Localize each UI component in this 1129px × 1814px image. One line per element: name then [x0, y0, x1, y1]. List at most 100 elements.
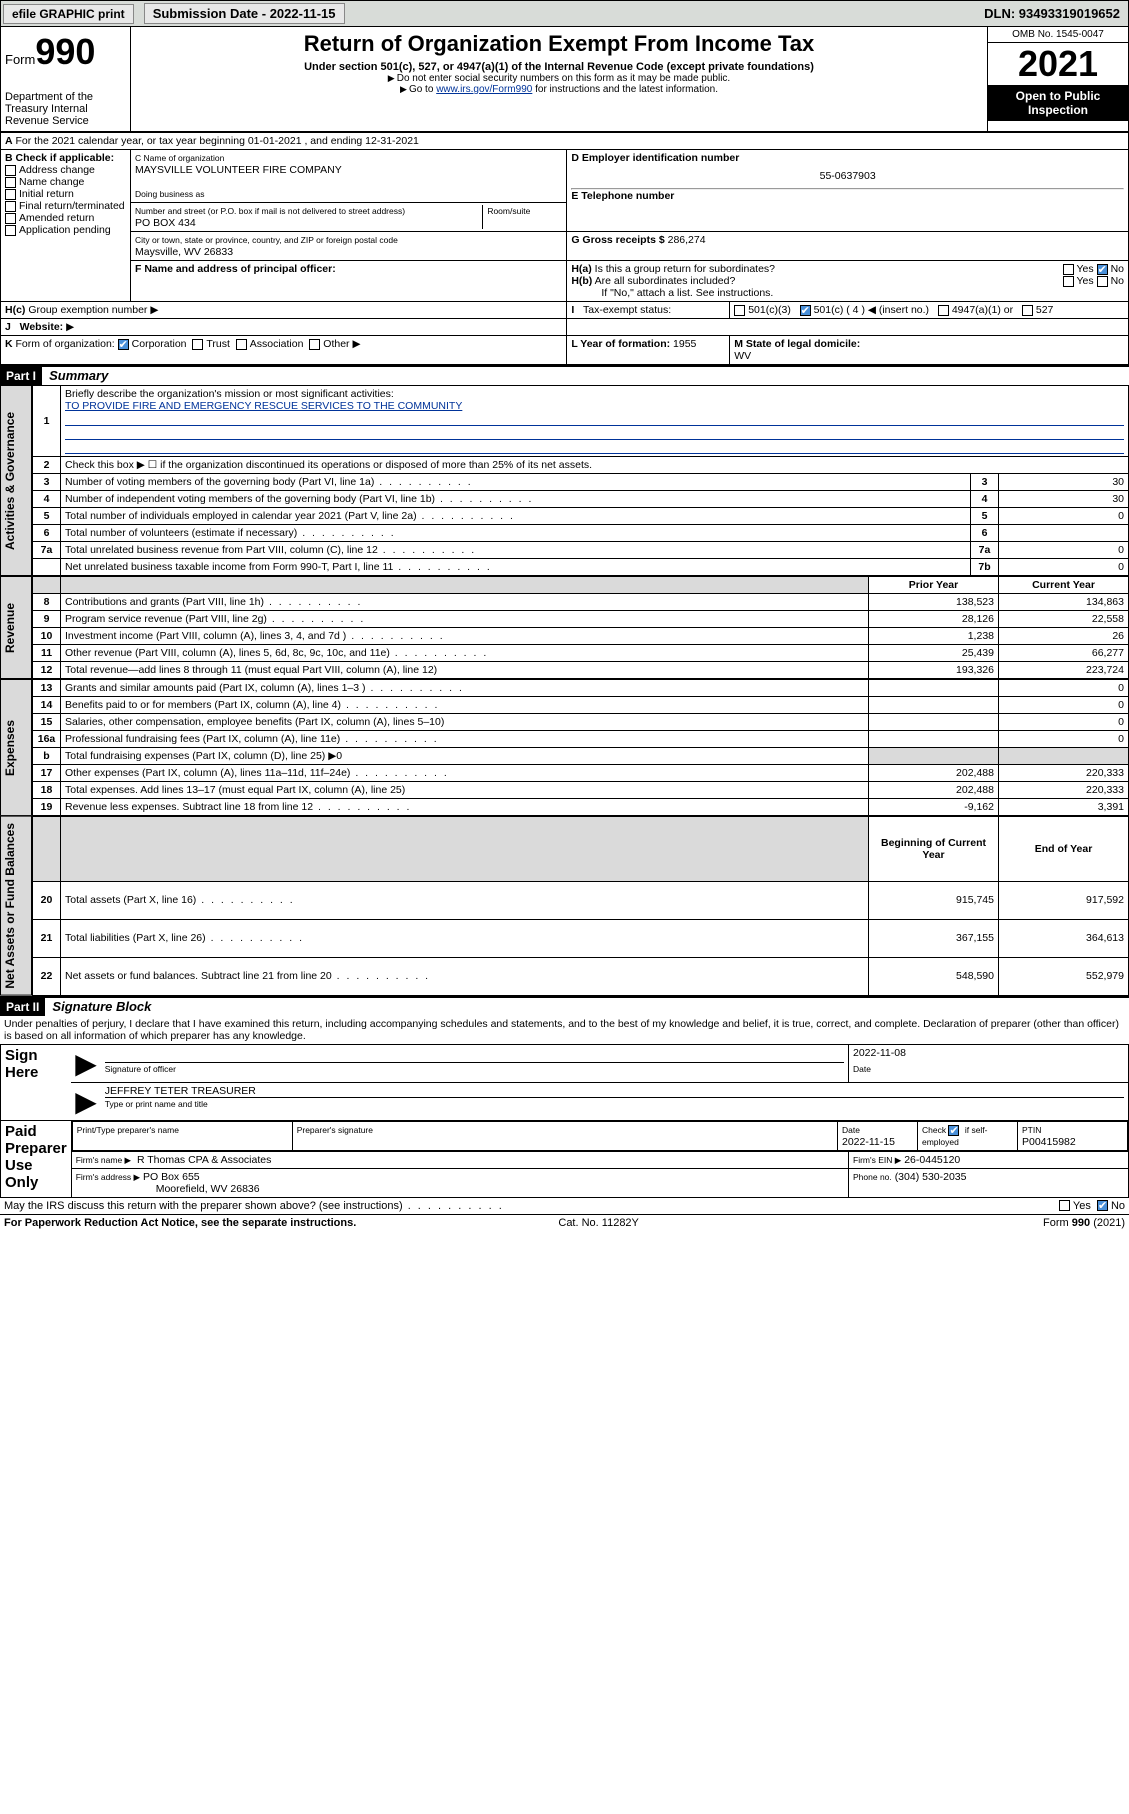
gross-receipts: 286,274	[668, 234, 706, 246]
irs-link[interactable]: www.irs.gov/Form990	[436, 84, 532, 95]
side-expenses: Expenses	[0, 679, 32, 816]
org-name: MAYSVILLE VOLUNTEER FIRE COMPANY	[135, 164, 342, 176]
part1-header-row: Part I Summary	[0, 365, 1129, 385]
checkbox-initial-return[interactable]	[5, 189, 16, 200]
checkbox-discuss-no[interactable]	[1097, 1200, 1108, 1211]
checkbox-ha-yes[interactable]	[1063, 264, 1074, 275]
part2-title: Signature Block	[52, 999, 151, 1014]
col-d-e: D Employer identification number 55-0637…	[567, 150, 1129, 232]
row-l: L Year of formation: 1955	[567, 336, 730, 365]
checkbox-hb-no[interactable]	[1097, 276, 1108, 287]
firm-ein: 26-0445120	[904, 1154, 960, 1166]
street-address: PO BOX 434	[135, 217, 196, 229]
ssn-warning: Do not enter social security numbers on …	[135, 73, 983, 84]
year-box: OMB No. 1545-0047 2021 Open to Public In…	[988, 27, 1128, 131]
line6-val	[999, 525, 1129, 542]
checkbox-final-return[interactable]	[5, 201, 16, 212]
omb-number: OMB No. 1545-0047	[988, 27, 1128, 43]
signature-table: Sign Here ▶ Signature of officer 2022-11…	[0, 1044, 1129, 1198]
firm-name: R Thomas CPA & Associates	[137, 1154, 271, 1166]
top-bar: efile GRAPHIC print Submission Date - 20…	[0, 0, 1129, 27]
checkbox-other[interactable]	[309, 339, 320, 350]
checkbox-discuss-yes[interactable]	[1059, 1200, 1070, 1211]
side-governance: Activities & Governance	[0, 385, 32, 576]
checkbox-501c[interactable]	[800, 305, 811, 316]
form-prefix: Form	[5, 52, 35, 67]
checkbox-ha-no[interactable]	[1097, 264, 1108, 275]
footer: For Paperwork Reduction Act Notice, see …	[0, 1214, 1129, 1231]
firm-phone: (304) 530-2035	[895, 1171, 967, 1183]
col-b: B Check if applicable: Address change Na…	[1, 150, 131, 302]
col-addr: Number and street (or P.O. box if mail i…	[131, 203, 567, 232]
part1-exp-block: Expenses 13Grants and similar amounts pa…	[0, 679, 1129, 816]
line7b-val: 0	[999, 559, 1129, 576]
col-h: H(a) Is this a group return for subordin…	[567, 261, 1129, 302]
row-k: K Form of organization: Corporation Trus…	[1, 336, 567, 365]
open-public-badge: Open to Public Inspection	[988, 85, 1128, 121]
col-current: Current Year	[999, 577, 1129, 594]
dept-treasury: Department of the Treasury Internal Reve…	[5, 91, 126, 127]
sign-here-label: Sign Here	[1, 1044, 72, 1120]
q2: Check this box ▶ ☐ if the organization d…	[61, 457, 1129, 474]
line4-val: 30	[999, 491, 1129, 508]
part1-title: Summary	[49, 368, 108, 383]
form-number-block: Form990 Department of the Treasury Inter…	[1, 27, 131, 131]
col-hc: H(c) Group exemption number ▶	[1, 302, 567, 319]
form-no-footer: Form 990 (2021)	[1043, 1217, 1125, 1229]
line5-val: 0	[999, 508, 1129, 525]
side-net-assets: Net Assets or Fund Balances	[0, 816, 32, 996]
tax-year: 2021	[988, 43, 1128, 85]
form-header: Form990 Department of the Treasury Inter…	[0, 27, 1129, 132]
officer-name: JEFFREY TETER TREASURER	[105, 1085, 1124, 1098]
row-j: J Website: ▶	[1, 319, 567, 336]
efile-print-button[interactable]: efile GRAPHIC print	[3, 4, 134, 24]
checkbox-name-change[interactable]	[5, 177, 16, 188]
checkbox-corp[interactable]	[118, 339, 129, 350]
row-i-opts: 501(c)(3) 501(c) ( 4 ) ◀ (insert no.) 49…	[730, 302, 1129, 319]
sig-date: 2022-11-08	[853, 1047, 1124, 1063]
col-g: G Gross receipts $ 286,274	[567, 232, 1129, 261]
perjury-declaration: Under penalties of perjury, I declare th…	[0, 1016, 1129, 1044]
col-city: City or town, state or province, country…	[131, 232, 567, 261]
col-f: F Name and address of principal officer:	[131, 261, 567, 302]
part1-badge: Part I	[0, 367, 42, 385]
part2-badge: Part II	[0, 998, 45, 1016]
form-title: Return of Organization Exempt From Incom…	[135, 31, 983, 57]
goto-instruction: Go to www.irs.gov/Form990 for instructio…	[135, 84, 983, 95]
dln-number: DLN: 93493319019652	[984, 6, 1126, 21]
checkbox-trust[interactable]	[192, 339, 203, 350]
submission-date: Submission Date - 2022-11-15	[144, 3, 345, 24]
line-a: A For the 2021 calendar year, or tax yea…	[1, 133, 1129, 150]
part1-gov-block: Activities & Governance 1Briefly describ…	[0, 385, 1129, 576]
cat-no: Cat. No. 11282Y	[558, 1217, 639, 1229]
part2-header-row: Part II Signature Block	[0, 996, 1129, 1016]
firm-addr1: PO Box 655	[143, 1171, 200, 1183]
col-prior: Prior Year	[869, 577, 999, 594]
checkbox-4947[interactable]	[938, 305, 949, 316]
may-irs-discuss: May the IRS discuss this return with the…	[0, 1198, 1129, 1214]
checkbox-app-pending[interactable]	[5, 225, 16, 236]
checkbox-address-change[interactable]	[5, 165, 16, 176]
checkbox-501c3[interactable]	[734, 305, 745, 316]
form-subtitle: Under section 501(c), 527, or 4947(a)(1)…	[135, 61, 983, 73]
checkbox-amended[interactable]	[5, 213, 16, 224]
line3-val: 30	[999, 474, 1129, 491]
part1-rev-block: Revenue Prior YearCurrent Year 8Contribu…	[0, 576, 1129, 679]
checkbox-527[interactable]	[1022, 305, 1033, 316]
paid-preparer-label: Paid Preparer Use Only	[1, 1120, 72, 1197]
ptin: P00415982	[1022, 1136, 1076, 1148]
section-a-m: A For the 2021 calendar year, or tax yea…	[0, 132, 1129, 365]
ein: 55-0637903	[571, 164, 1124, 188]
checkbox-assoc[interactable]	[236, 339, 247, 350]
part1-net-block: Net Assets or Fund Balances Beginning of…	[0, 816, 1129, 996]
col-begin: Beginning of Current Year	[869, 817, 999, 882]
firm-addr2: Moorefield, WV 26836	[156, 1183, 260, 1195]
side-revenue: Revenue	[0, 576, 32, 679]
row-i: I Tax-exempt status:	[567, 302, 730, 319]
paperwork-notice: For Paperwork Reduction Act Notice, see …	[4, 1217, 356, 1229]
title-block: Return of Organization Exempt From Incom…	[131, 27, 988, 131]
line7a-val: 0	[999, 542, 1129, 559]
col-end: End of Year	[999, 817, 1129, 882]
checkbox-self-employed[interactable]	[948, 1125, 959, 1136]
checkbox-hb-yes[interactable]	[1063, 276, 1074, 287]
